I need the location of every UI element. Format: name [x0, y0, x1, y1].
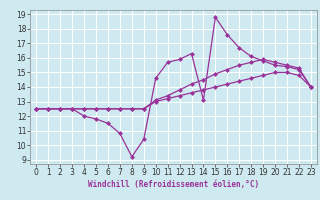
X-axis label: Windchill (Refroidissement éolien,°C): Windchill (Refroidissement éolien,°C) [88, 180, 259, 189]
